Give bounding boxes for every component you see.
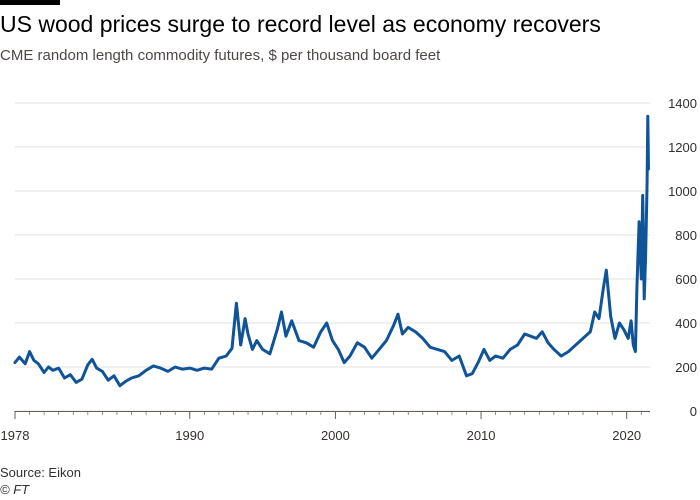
brand-bar	[0, 0, 60, 5]
y-axis: 0 200 400 600 800 1000 1200 1400	[668, 96, 697, 419]
x-tick-label-2010: 2010	[467, 428, 496, 443]
grid-lines	[15, 102, 650, 412]
chart-title: US wood prices surge to record level as …	[0, 11, 601, 37]
series-group	[13, 114, 650, 388]
x-axis: 1978 1990 2000 2010 2020	[1, 411, 650, 443]
y-tick-label-0: 0	[690, 404, 697, 419]
y-tick-label-1400: 1400	[668, 96, 697, 111]
y-tick-label-1000: 1000	[668, 184, 697, 199]
line-chart: 1978 1990 2000 2010 2020 0 200 400 600 800 1000 12…	[1, 96, 697, 443]
x-tick-label-2020: 2020	[612, 428, 641, 443]
x-tick-label-2000: 2000	[321, 428, 350, 443]
y-tick-label-1200: 1200	[668, 140, 697, 155]
chart-subtitle: CME random length commodity futures, $ p…	[0, 47, 441, 64]
y-tick-label-600: 600	[675, 272, 697, 287]
y-tick-label-400: 400	[675, 316, 697, 331]
y-tick-label-800: 800	[675, 228, 697, 243]
x-tick-label-1990: 1990	[175, 428, 204, 443]
y-tick-label-200: 200	[675, 360, 697, 375]
series-line-0	[13, 114, 650, 388]
credit-note: © FT	[0, 482, 30, 497]
source-note: Source: Eikon	[0, 465, 81, 480]
x-tick-label-1978: 1978	[1, 428, 30, 443]
